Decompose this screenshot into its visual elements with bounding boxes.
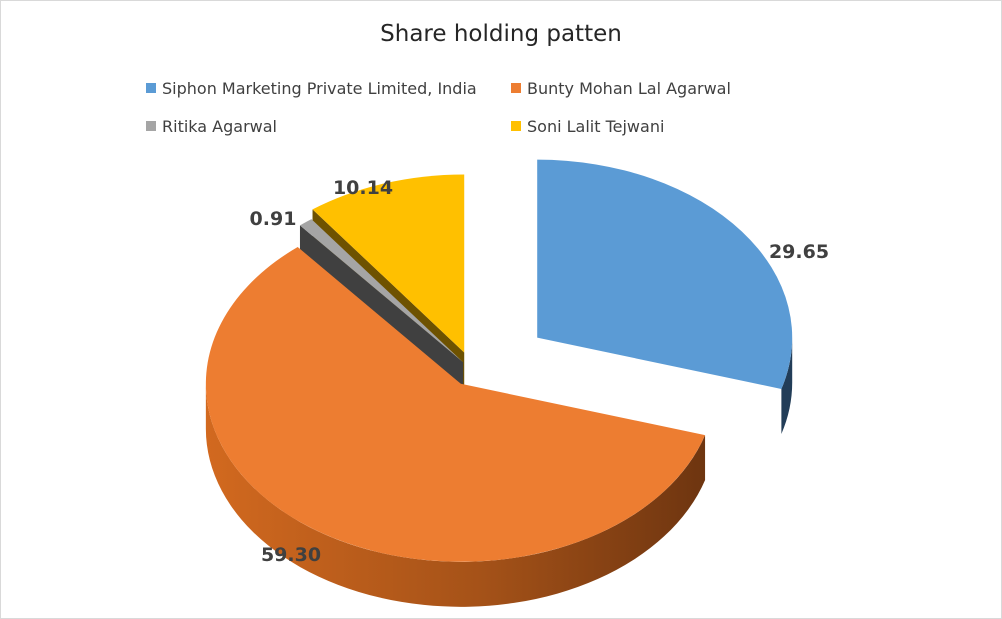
- legend-swatch-soni: [511, 121, 521, 131]
- chart-title: Share holding patten: [380, 21, 622, 47]
- pie-slice-bunty: [205, 247, 706, 562]
- pie-slice-soni: [312, 174, 465, 353]
- legend-item-bunty: Bunty Mohan Lal Agarwal: [511, 76, 731, 100]
- pie-slice-siphon: [537, 159, 793, 389]
- legend-item-soni: Soni Lalit Tejwani: [511, 114, 664, 138]
- legend-label-bunty: Bunty Mohan Lal Agarwal: [527, 78, 731, 98]
- legend-item-ritika: Ritika Agarwal: [146, 114, 277, 138]
- legend-swatch-bunty: [511, 83, 521, 93]
- data-label-bunty: 59.30: [261, 544, 321, 566]
- data-label-soni: 10.14: [333, 177, 393, 199]
- legend-label-ritika: Ritika Agarwal: [162, 116, 277, 136]
- pie-side-siphon: [781, 337, 793, 434]
- pie-slice-ritika: [299, 219, 464, 363]
- pie-side-bunty: [205, 383, 706, 607]
- legend-swatch-siphon: [146, 83, 156, 93]
- data-label-ritika: 0.91: [250, 208, 297, 230]
- data-label-siphon: 29.65: [769, 241, 829, 263]
- legend-swatch-ritika: [146, 121, 156, 131]
- legend-item-siphon: Siphon Marketing Private Limited, India: [146, 76, 477, 100]
- legend-label-soni: Soni Lalit Tejwani: [527, 116, 665, 136]
- legend-label-siphon: Siphon Marketing Private Limited, India: [162, 78, 477, 98]
